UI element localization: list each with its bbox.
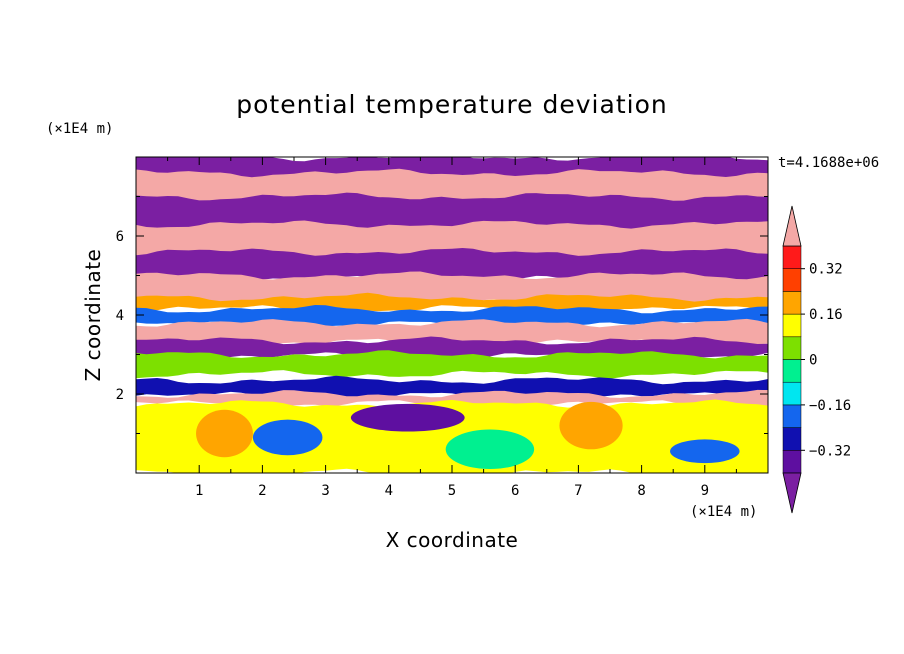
- colorbar-segment: [782, 427, 802, 451]
- y-tick-label: 6: [116, 229, 124, 245]
- colorbar-label: 0: [809, 353, 817, 369]
- colorbar-segment: [782, 291, 802, 315]
- colorbar-segment: [782, 359, 802, 383]
- plot-area: [135, 156, 769, 474]
- colorbar-label: 0.16: [809, 307, 843, 323]
- x-tick-label: 4: [385, 483, 393, 499]
- x-tick-label: 2: [258, 483, 266, 499]
- contour-band: [136, 350, 768, 379]
- chart-title: potential temperature deviation: [236, 90, 667, 119]
- contour-blob: [252, 419, 323, 456]
- x-tick-label: 7: [574, 483, 582, 499]
- x-tick-label: 5: [448, 483, 456, 499]
- contour-blob: [445, 429, 535, 470]
- contour-blob: [196, 409, 253, 458]
- y-tick-label: 2: [116, 387, 124, 403]
- x-tick-label: 1: [195, 483, 203, 499]
- time-label: t=4.1688e+06: [778, 155, 879, 171]
- contour-blob: [350, 403, 465, 432]
- y-tick-label: 4: [116, 308, 124, 324]
- x-unit-label: (×1E4 m): [690, 504, 757, 520]
- colorbar-segment: [782, 245, 802, 269]
- x-tick-label: 3: [321, 483, 329, 499]
- contour-blob: [559, 401, 623, 450]
- colorbar-segment: [782, 268, 802, 292]
- x-tick-label: 9: [701, 483, 709, 499]
- contour-band: [136, 389, 768, 409]
- colorbar-top-arrow: [782, 205, 802, 247]
- colorbar-segment: [782, 336, 802, 360]
- x-axis-label: X coordinate: [386, 528, 519, 552]
- y-axis-label: Z coordinate: [81, 249, 105, 382]
- colorbar-label: −0.32: [809, 443, 851, 459]
- colorbar-label: 0.32: [809, 262, 843, 278]
- y-unit-label: (×1E4 m): [46, 121, 113, 137]
- colorbar-segment: [782, 450, 802, 474]
- contour-field: [136, 157, 768, 473]
- colorbar-segment: [782, 313, 802, 338]
- x-tick-label: 8: [637, 483, 645, 499]
- contour-blob: [670, 439, 740, 464]
- colorbar-bottom-arrow: [782, 472, 802, 514]
- x-tick-label: 6: [511, 483, 519, 499]
- colorbar-segment: [782, 381, 802, 406]
- axis-ticks: 1 2 3 4 5 6 7 8 9 2 4 6: [116, 157, 768, 499]
- colorbar: 0.32 0.16 0 −0.16 −0.32: [782, 205, 851, 514]
- colorbar-label: −0.16: [809, 398, 851, 414]
- colorbar-segment: [782, 404, 802, 428]
